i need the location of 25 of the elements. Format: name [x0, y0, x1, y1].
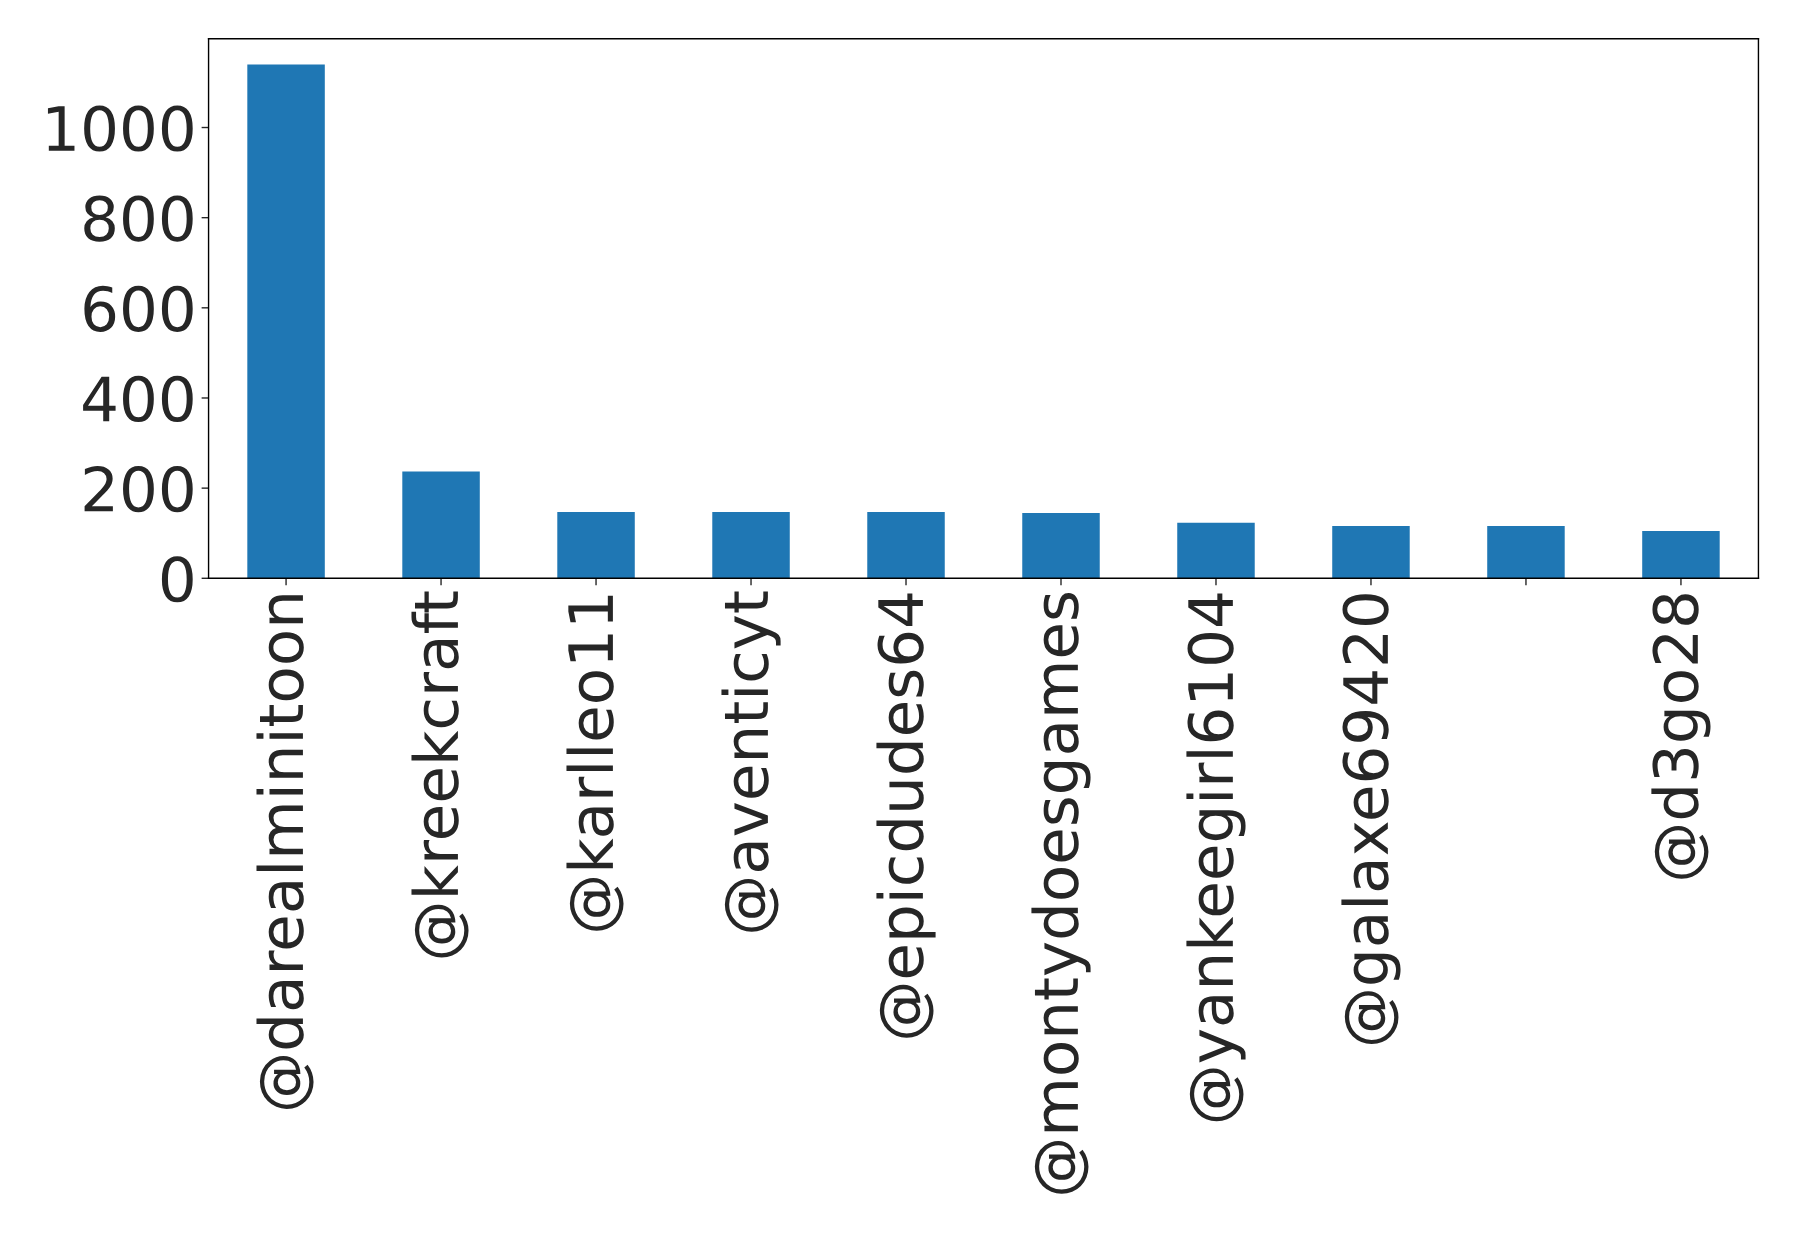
- y-tick-label: 0: [161, 556, 193, 603]
- bar: [712, 512, 790, 579]
- x-tick-label: @yankeegirl6104: [1186, 593, 1246, 1122]
- x-tick-label: @darealminitoon: [256, 595, 314, 1109]
- bar: [1487, 526, 1565, 579]
- bar: [1332, 526, 1410, 579]
- x-tick-label: @epicdudes64: [876, 593, 936, 1038]
- x-tick-label: @montydoesgames: [1031, 593, 1091, 1194]
- bar: [1177, 522, 1255, 579]
- x-tick-label: @aventicyt: [721, 591, 781, 932]
- x-tick-label: @kreekcraft: [411, 591, 469, 958]
- y-tick-label: 800: [84, 195, 193, 242]
- y-tick-label: 1000: [47, 105, 193, 152]
- bar: [557, 512, 635, 579]
- y-tick-label: 400: [83, 375, 193, 423]
- y-tick-label: 600: [84, 285, 193, 332]
- bar: [867, 512, 945, 579]
- x-tick-label: @galaxe69420: [1341, 594, 1401, 1045]
- bar: [1642, 530, 1720, 579]
- bar: [247, 64, 325, 579]
- bar: [402, 471, 480, 579]
- x-tick-label: @d3go28: [1651, 594, 1711, 879]
- x-tick-label: @karlleo11: [566, 595, 624, 931]
- bar: [1022, 512, 1100, 579]
- y-tick-label: 200: [84, 466, 193, 513]
